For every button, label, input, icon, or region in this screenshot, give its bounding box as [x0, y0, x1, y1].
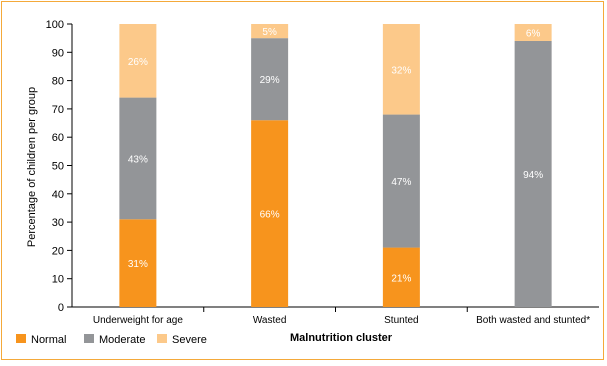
data-label: 66% [260, 210, 280, 221]
chart-frame: Percentage of children per group 0 10 20 30… [1, 1, 604, 360]
x-tick-label: Both wasted and stunted* [476, 315, 590, 326]
bar-segment-moderate [382, 114, 420, 248]
y-tick-label: 30 [52, 217, 64, 229]
y-tick-label: 20 [52, 245, 64, 257]
bar-segment-severe [382, 24, 420, 115]
x-tick-label: Wasted [253, 315, 287, 326]
data-label: 31% [128, 259, 148, 270]
data-label: 43% [128, 154, 148, 165]
y-tick-label: 0 [58, 302, 64, 314]
y-tick-label: 60 [52, 132, 64, 144]
bar-segment-normal [119, 219, 157, 307]
bar-segment-severe [514, 24, 552, 41]
legend-label-moderate: Moderate [99, 334, 145, 346]
y-tick-label: 10 [52, 274, 64, 286]
data-label: 29% [260, 75, 280, 86]
data-label: 32% [391, 65, 411, 76]
y-tick-label: 40 [52, 189, 64, 201]
bar-segment-moderate [119, 97, 157, 220]
data-label: 94% [523, 170, 543, 181]
legend-swatch-severe [157, 334, 167, 343]
x-tick-label: Underweight for age [93, 315, 183, 326]
bar-segment-moderate [514, 40, 552, 307]
y-tick-label: 80 [52, 76, 64, 88]
bar-segment-moderate [251, 38, 289, 121]
legend-label-normal: Normal [31, 334, 66, 346]
x-axis-label: Malnutrition cluster [290, 332, 393, 344]
data-label: 6% [526, 28, 541, 39]
legend-swatch-normal [16, 334, 26, 343]
bar-segment-normal [251, 120, 289, 307]
y-tick-label: 100 [46, 19, 64, 31]
legend-label-severe: Severe [172, 334, 207, 346]
y-tick-label: 90 [52, 47, 64, 59]
legend-swatch-moderate [84, 334, 94, 343]
x-tick-label: Stunted [384, 315, 418, 326]
plot-area: 0 10 20 30 40 50 60 70 80 90 100 31% 43% 26% Underweig… [46, 19, 599, 326]
bar-segment-severe [119, 24, 157, 98]
y-axis-label: Percentage of children per group [26, 87, 38, 247]
bar-segment-severe [251, 24, 289, 39]
data-label: 21% [391, 273, 411, 284]
stacked-bar-chart: Percentage of children per group 0 10 20 30… [16, 19, 599, 346]
bar-segment-normal [382, 247, 420, 307]
legend: Normal Moderate Severe [16, 334, 207, 346]
data-label: 47% [391, 177, 411, 188]
y-tick-label: 50 [52, 161, 64, 173]
y-tick-label: 70 [52, 104, 64, 116]
data-label: 5% [262, 27, 277, 38]
data-label: 26% [128, 57, 148, 68]
